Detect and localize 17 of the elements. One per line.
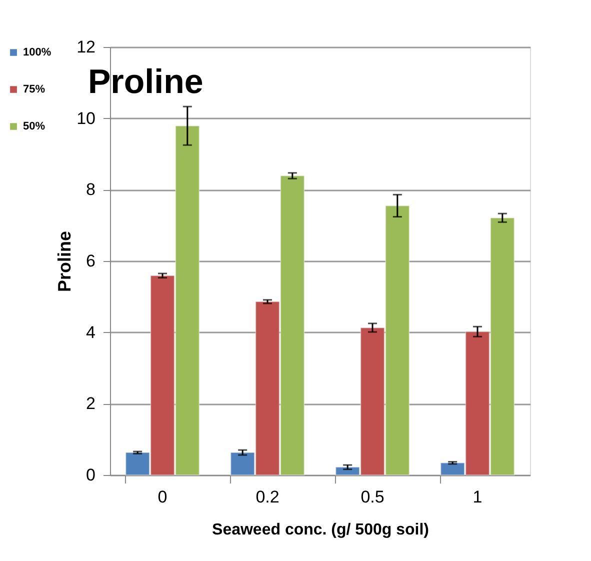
x-axis-title: Seaweed conc. (g/ 500g soil) <box>212 522 429 538</box>
text: Proline <box>88 63 204 101</box>
y-tick-label: 0 <box>86 466 96 484</box>
y-tick-label: 8 <box>86 180 96 200</box>
legend-label: 100% <box>23 46 52 58</box>
y-axis-title: Proline <box>54 230 75 292</box>
x-tick-label: 0 <box>158 488 168 506</box>
x-tick-label: 0.5 <box>360 488 384 506</box>
legend-label: 75% <box>23 84 46 96</box>
x-tick-label: 0.2 <box>256 488 280 506</box>
y-tick-label: 2 <box>86 394 96 414</box>
y-tick-label: 10 <box>76 108 96 128</box>
legend-label: 50% <box>23 120 46 132</box>
y-tick-label: 6 <box>86 252 96 270</box>
y-tick-label: 12 <box>76 38 96 56</box>
x-tick-label: 1 <box>472 488 482 506</box>
y-tick-label: 4 <box>86 322 96 342</box>
